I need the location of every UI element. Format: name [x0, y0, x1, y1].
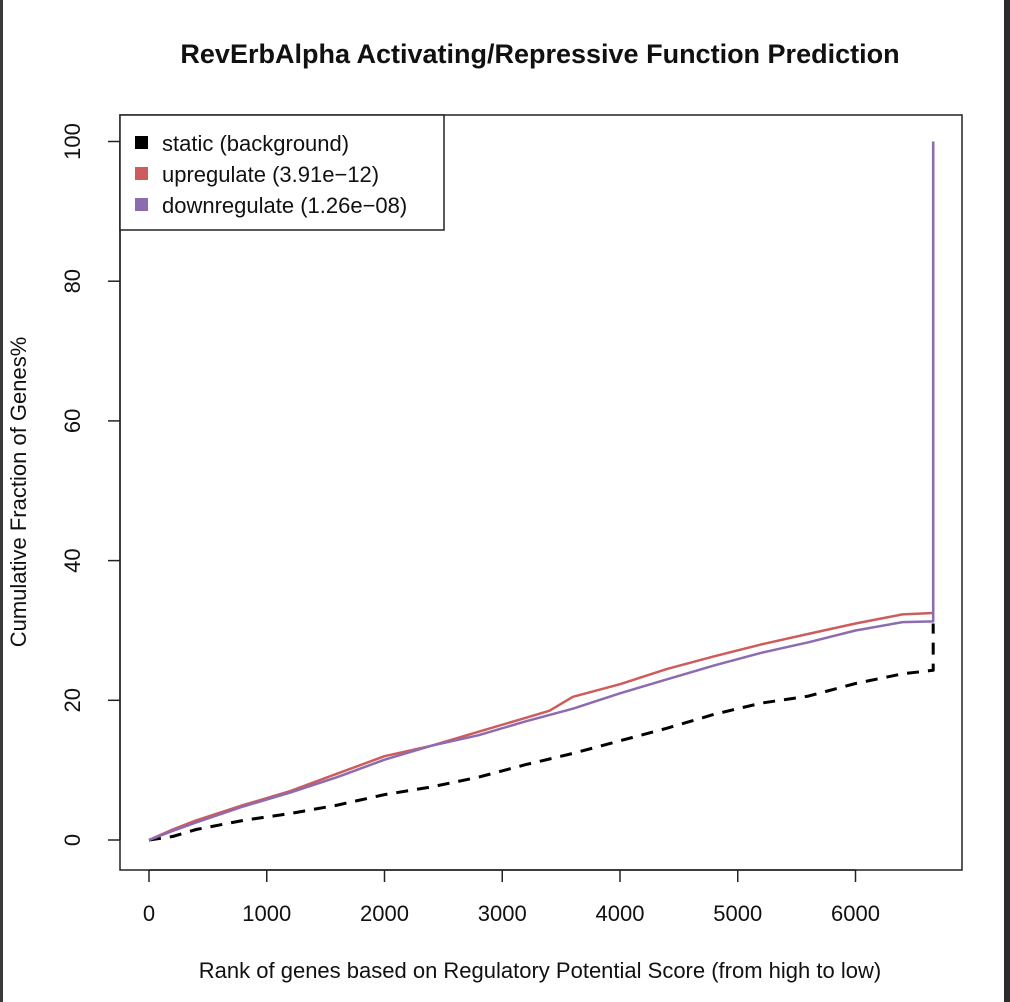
legend-items: static (background) upregulate (3.91e−12)…: [135, 131, 407, 218]
legend-label-1: upregulate (3.91e−12): [162, 162, 379, 187]
y-axis: 0 20 40 60 80 100: [60, 123, 121, 846]
legend-swatch-1: [135, 167, 148, 180]
x-tick-label: 2000: [360, 901, 409, 926]
y-tick-label: 40: [60, 548, 85, 572]
y-tick-label: 100: [60, 123, 85, 160]
x-axis-label: Rank of genes based on Regulatory Potent…: [199, 958, 881, 983]
y-tick-label: 20: [60, 688, 85, 712]
series-line-2: [148, 141, 935, 842]
series-line-0: [148, 623, 935, 842]
y-axis-label: Cumulative Fraction of Genes%: [6, 337, 31, 648]
window-edge-right: [1004, 0, 1010, 1002]
legend-swatch-2: [135, 198, 148, 211]
legend-label-2: downregulate (1.26e−08): [162, 193, 407, 218]
x-axis: 0 1000 2000 3000 4000 5000 6000: [143, 869, 880, 926]
legend-label-0: static (background): [162, 131, 349, 156]
x-tick-label: 4000: [596, 901, 645, 926]
chart-title: RevErbAlpha Activating/Repressive Functi…: [180, 39, 899, 69]
window-edge-left: [0, 0, 3, 1002]
legend-box: [119, 114, 445, 231]
series-line-1: [148, 141, 935, 842]
legend-swatch-0: [135, 136, 148, 149]
x-tick-label: 3000: [478, 901, 527, 926]
y-tick-label: 0: [60, 834, 85, 846]
x-tick-label: 0: [143, 901, 155, 926]
x-tick-label: 6000: [831, 901, 880, 926]
y-tick-label: 80: [60, 269, 85, 293]
legend: static (background) upregulate (3.91e−12)…: [119, 114, 445, 231]
series-layer: [148, 141, 935, 842]
x-tick-label: 1000: [242, 901, 291, 926]
y-tick-label: 60: [60, 409, 85, 433]
x-tick-label: 5000: [713, 901, 762, 926]
